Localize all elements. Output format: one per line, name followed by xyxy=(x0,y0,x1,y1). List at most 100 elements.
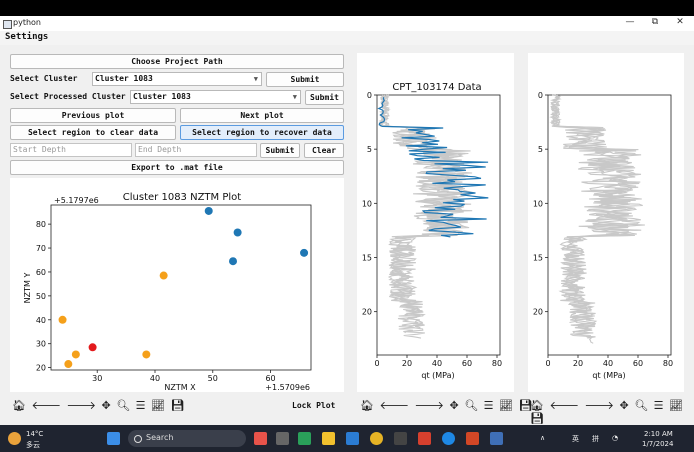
cpt-lines xyxy=(377,94,489,339)
tray-chevron-icon[interactable]: ∧ xyxy=(540,434,546,442)
home-icon[interactable]: 🏠︎ xyxy=(360,399,375,412)
cpt2-xlabel: qt (MPa) xyxy=(592,371,625,380)
x-tick-label: 80 xyxy=(492,359,502,368)
pan-icon[interactable]: ✥ xyxy=(449,399,460,412)
configure-subplots-icon[interactable]: ☰ xyxy=(135,399,147,412)
edge-icon[interactable] xyxy=(442,432,455,445)
configure-subplots-icon[interactable]: ☰ xyxy=(483,399,495,412)
y-tick-label: 0 xyxy=(367,91,372,100)
processed-cluster-select[interactable]: Cluster 1083 ▼ xyxy=(130,90,301,104)
end-depth-input[interactable]: End Depth xyxy=(135,143,257,157)
ime-language[interactable]: 英 xyxy=(572,435,579,443)
scatter-title: Cluster 1083 NZTM Plot xyxy=(123,192,241,203)
forward-arrow-icon[interactable]: 🡒 xyxy=(66,399,97,412)
weather-icon[interactable] xyxy=(8,432,21,445)
y-tick-label: 5 xyxy=(538,145,543,154)
save-icon[interactable]: 💾︎ xyxy=(170,399,186,412)
ime-mode[interactable]: 拼 xyxy=(592,435,599,443)
x-tick-label: 0 xyxy=(374,359,379,368)
cpt-panel: CPT_103174 Data 0 20 40 60 80 0 5 10 15 20 qt (MP… xyxy=(357,53,514,392)
recover-region-button[interactable]: Select region to recover data xyxy=(180,125,344,140)
select-processed-label: Select Processed Cluster xyxy=(10,92,126,101)
cpt-ticks: 0 20 40 60 80 0 5 10 15 20 xyxy=(362,91,502,368)
app-icon-1[interactable] xyxy=(298,432,311,445)
depth-submit-button[interactable]: Submit xyxy=(260,143,300,158)
title-bar: python — ⧉ ✕ xyxy=(0,16,694,31)
network-icon[interactable]: ◔ xyxy=(612,434,619,442)
y-tick-label: 50 xyxy=(36,292,46,301)
pan-icon[interactable]: ✥ xyxy=(619,399,630,412)
forward-arrow-icon[interactable]: 🡒 xyxy=(584,399,615,412)
cpt-chart-2[interactable]: 0 20 40 60 80 0 5 10 15 20 qt (MPa) xyxy=(528,53,684,392)
cluster-select[interactable]: Cluster 1083 ▼ xyxy=(92,72,262,86)
task-view-icon[interactable] xyxy=(276,432,289,445)
x-tick-label: 40 xyxy=(603,359,613,368)
menu-bar: Settings xyxy=(0,31,694,45)
export-mat-button[interactable]: Export to .mat file xyxy=(10,160,344,175)
zoom-icon[interactable]: 🔍︎ xyxy=(634,399,650,412)
clear-region-button[interactable]: Select region to clear data xyxy=(10,125,176,140)
scatter-point xyxy=(300,248,309,257)
app-icon xyxy=(3,20,12,29)
cpt2-background-series xyxy=(549,94,630,334)
y-tick-label: 70 xyxy=(36,244,46,253)
taskbar-search[interactable]: Search xyxy=(128,430,246,447)
taskbar: 14°C 多云 Search ∧ 英 拼 ◔ 2:10 AM 1/7/2024 xyxy=(0,425,694,452)
forward-arrow-icon[interactable]: 🡒 xyxy=(414,399,445,412)
scatter-point xyxy=(88,343,97,352)
menu-settings[interactable]: Settings xyxy=(5,32,49,42)
save-icon[interactable]: 💾︎ xyxy=(518,399,534,412)
terminal-icon[interactable] xyxy=(394,432,407,445)
depth-clear-button[interactable]: Clear xyxy=(304,143,344,158)
copilot-icon[interactable] xyxy=(254,432,267,445)
y-tick-label: 10 xyxy=(533,199,543,208)
choose-project-path-button[interactable]: Choose Project Path xyxy=(10,54,344,69)
edit-axes-icon[interactable]: 📈︎ xyxy=(151,399,166,412)
close-button[interactable]: ✕ xyxy=(676,17,684,27)
x-tick-label: 80 xyxy=(663,359,673,368)
home-icon[interactable]: 🏠︎ xyxy=(530,399,545,412)
clock-date: 1/7/2024 xyxy=(642,440,674,448)
zoom-icon[interactable]: 🔍︎ xyxy=(116,399,132,412)
pan-icon[interactable]: ✥ xyxy=(101,399,112,412)
scatter-chart[interactable]: Cluster 1083 NZTM Plot +5.1797e6 30 40 50 6… xyxy=(10,178,344,392)
cpt-highlight-series xyxy=(377,97,489,238)
start-depth-input[interactable]: Start Depth xyxy=(10,143,132,157)
cpt-toolbar: 🏠︎ 🡐 🡒 ✥ 🔍︎ ☰ 📈︎ 💾︎ xyxy=(360,398,533,412)
scatter-point xyxy=(159,271,168,280)
python-icon[interactable] xyxy=(490,432,503,445)
y-tick-label: 40 xyxy=(36,316,46,325)
minimize-button[interactable]: — xyxy=(625,17,635,27)
zoom-icon[interactable]: 🔍︎ xyxy=(464,399,480,412)
next-plot-button[interactable]: Next plot xyxy=(180,108,344,123)
home-icon[interactable]: 🏠︎ xyxy=(12,399,27,412)
scatter-ylabel: NZTM Y xyxy=(23,273,32,304)
save-icon[interactable]: 💾︎ xyxy=(530,412,545,425)
back-arrow-icon[interactable]: 🡐 xyxy=(31,399,62,412)
file-explorer-icon[interactable] xyxy=(322,432,335,445)
scatter-x-offset: +1.5709e6 xyxy=(265,383,310,392)
back-arrow-icon[interactable]: 🡐 xyxy=(549,399,580,412)
powerpoint-icon[interactable] xyxy=(466,432,479,445)
start-icon[interactable] xyxy=(107,432,120,445)
lock-plot-button[interactable]: Lock Plot xyxy=(292,401,336,410)
x-tick-label: 0 xyxy=(545,359,550,368)
edit-axes-icon[interactable]: 📈︎ xyxy=(669,399,684,412)
maximize-button[interactable]: ⧉ xyxy=(651,17,659,27)
vscode-icon[interactable] xyxy=(346,432,359,445)
y-tick-label: 60 xyxy=(36,268,46,277)
y-tick-label: 15 xyxy=(362,254,372,263)
y-tick-label: 10 xyxy=(362,199,372,208)
chrome-icon[interactable] xyxy=(370,432,383,445)
previous-plot-button[interactable]: Previous plot xyxy=(10,108,176,123)
edit-axes-icon[interactable]: 📈︎ xyxy=(499,399,514,412)
cluster-submit-button[interactable]: Submit xyxy=(266,72,344,87)
scatter-panel: Cluster 1083 NZTM Plot +5.1797e6 30 40 50 6… xyxy=(10,178,344,392)
x-tick-label: 20 xyxy=(402,359,412,368)
configure-subplots-icon[interactable]: ☰ xyxy=(653,399,665,412)
processed-submit-button[interactable]: Submit xyxy=(305,90,344,105)
back-arrow-icon[interactable]: 🡐 xyxy=(379,399,410,412)
x-tick-label: 50 xyxy=(208,374,218,383)
app-icon-2[interactable] xyxy=(418,432,431,445)
cpt-chart[interactable]: CPT_103174 Data 0 20 40 60 80 0 5 10 15 20 qt (MP… xyxy=(357,53,514,392)
